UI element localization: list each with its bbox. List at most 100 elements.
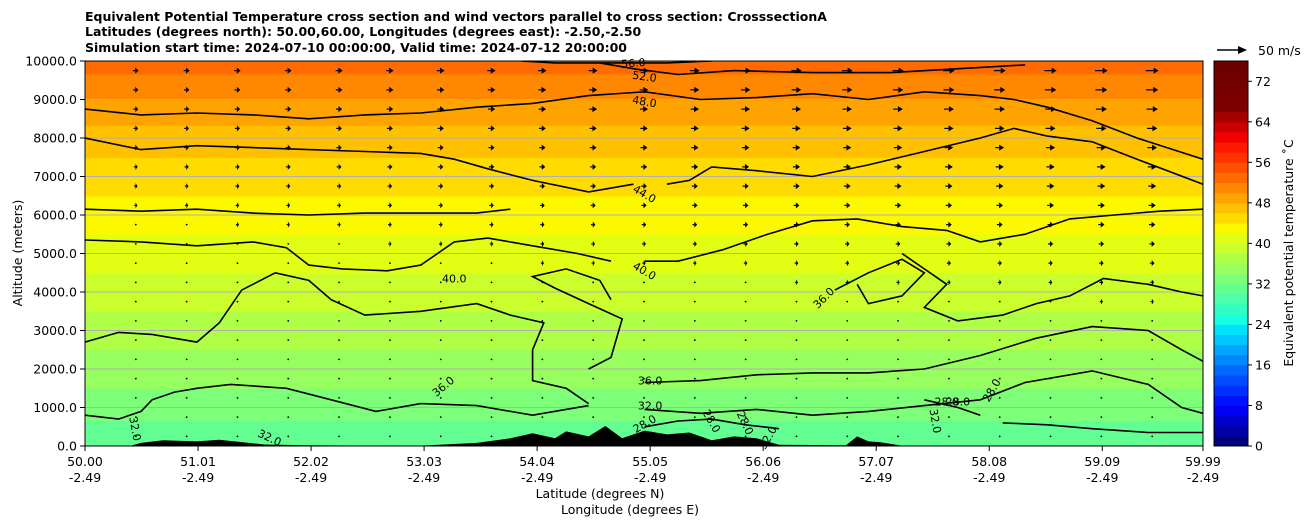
wind-vector xyxy=(693,377,696,380)
wind-vector xyxy=(1100,339,1103,342)
x-tick-label-lat: 52.02 xyxy=(293,454,329,469)
wind-vector-head xyxy=(490,144,495,151)
x-tick-label-lat: 56.06 xyxy=(745,454,781,469)
wind-vector-head xyxy=(846,260,850,267)
wind-vector xyxy=(236,319,239,322)
wind-vector xyxy=(998,416,1001,419)
wind-vector xyxy=(643,339,645,342)
wind-vector-head xyxy=(1049,221,1054,228)
wind-vector-head xyxy=(1100,183,1106,190)
wind-vector-head xyxy=(287,125,291,132)
wind-vector-head xyxy=(897,163,902,170)
x-tick-label-lon: -2.49 xyxy=(69,470,101,485)
wind-vector xyxy=(1151,319,1154,322)
wind-vector xyxy=(948,377,950,380)
wind-vector-head xyxy=(439,86,445,93)
wind-vector xyxy=(236,339,239,342)
wind-vector xyxy=(490,281,493,284)
wind-vector xyxy=(846,396,849,399)
wind-vector-head xyxy=(491,183,495,190)
contour-line-32 xyxy=(85,383,589,420)
wind-vector-head xyxy=(694,221,698,228)
wind-vector-head xyxy=(948,221,952,228)
wind-vector xyxy=(134,377,137,380)
colorbar-swatch xyxy=(1214,324,1248,336)
wind-vector xyxy=(1151,358,1154,361)
wind-vector-head xyxy=(897,144,903,151)
wind-vector-head xyxy=(694,183,698,190)
wind-vector-head xyxy=(237,183,240,190)
wind-vector-head xyxy=(643,221,647,228)
colorbar-swatch xyxy=(1214,334,1248,346)
wind-vector-head xyxy=(796,279,798,286)
wind-vector xyxy=(846,377,849,380)
wind-vector-head xyxy=(745,260,748,267)
wind-vector-head xyxy=(999,279,1002,286)
wind-vector xyxy=(998,396,1001,399)
wind-vector-head xyxy=(948,279,951,286)
wind-vector xyxy=(185,242,188,245)
x-tick-label-lat: 55.05 xyxy=(632,454,668,469)
wind-vector xyxy=(490,396,493,399)
wind-vector xyxy=(846,339,849,342)
wind-vector xyxy=(185,377,188,380)
wind-vector-head xyxy=(745,202,749,209)
wind-vector xyxy=(134,435,137,438)
wind-vector-head xyxy=(236,106,241,113)
wind-vector xyxy=(134,242,137,245)
field-band xyxy=(85,369,1203,377)
wind-vector-head xyxy=(490,125,495,132)
wind-vector-head xyxy=(1151,260,1155,267)
colorbar-swatch xyxy=(1214,81,1248,92)
wind-vector xyxy=(490,358,493,361)
wind-vector xyxy=(439,416,442,419)
wind-vector xyxy=(744,435,747,438)
colorbar-tick-label: 16 xyxy=(1255,357,1271,372)
wind-vector-head xyxy=(491,202,494,209)
terrain xyxy=(85,426,1203,446)
contour-line-36 xyxy=(85,271,590,405)
wind-vector-head xyxy=(999,125,1005,132)
wind-vector-head xyxy=(999,144,1005,151)
wind-vector-head xyxy=(592,240,596,247)
wind-vector-head xyxy=(694,106,700,113)
colorbar-swatch xyxy=(1214,405,1248,417)
wind-vector-head xyxy=(541,202,545,209)
wind-vector xyxy=(897,339,899,342)
colorbar-swatch xyxy=(1214,202,1248,214)
wind-vector-head xyxy=(1102,67,1108,74)
wind-vector-head xyxy=(491,240,494,247)
wind-vector-head xyxy=(592,106,598,113)
wind-vector-head xyxy=(389,106,394,113)
wind-vector xyxy=(948,416,950,419)
wind-vector xyxy=(287,262,290,265)
wind-vector-head xyxy=(897,106,903,113)
wind-vector-head xyxy=(694,67,700,74)
wind-vector xyxy=(592,416,595,419)
wind-vector xyxy=(948,358,950,361)
field-band xyxy=(85,215,1203,223)
wind-vector xyxy=(287,377,290,380)
wind-vector-head xyxy=(1000,67,1006,74)
wind-vector xyxy=(490,262,493,265)
wind-vector xyxy=(744,339,747,342)
wind-vector xyxy=(389,416,391,419)
wind-vector xyxy=(490,339,493,342)
contour-line-48 xyxy=(85,90,1203,160)
wind-vector-head xyxy=(744,144,750,151)
wind-vector xyxy=(134,396,137,399)
field-band xyxy=(85,176,1203,184)
colorbar-tick-label: 8 xyxy=(1255,398,1263,413)
colorbar-swatch xyxy=(1214,121,1248,133)
wind-vector-head xyxy=(1151,163,1157,170)
wind-vector-head xyxy=(1100,279,1104,286)
field-band xyxy=(85,272,1203,280)
wind-vector xyxy=(185,339,188,342)
contour-label: 32.0 xyxy=(638,400,663,413)
wind-vector xyxy=(998,319,1001,322)
contour-label: 36.0 xyxy=(638,375,663,388)
wind-vector xyxy=(185,223,188,226)
wind-vector-head xyxy=(948,202,953,209)
wind-vector-head xyxy=(236,86,241,93)
field-band xyxy=(85,227,1203,235)
